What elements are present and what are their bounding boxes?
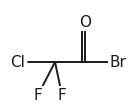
Text: Br: Br xyxy=(110,55,126,70)
Text: F: F xyxy=(34,87,42,102)
Text: O: O xyxy=(79,14,91,29)
Text: Cl: Cl xyxy=(11,55,25,70)
Text: F: F xyxy=(58,87,66,102)
